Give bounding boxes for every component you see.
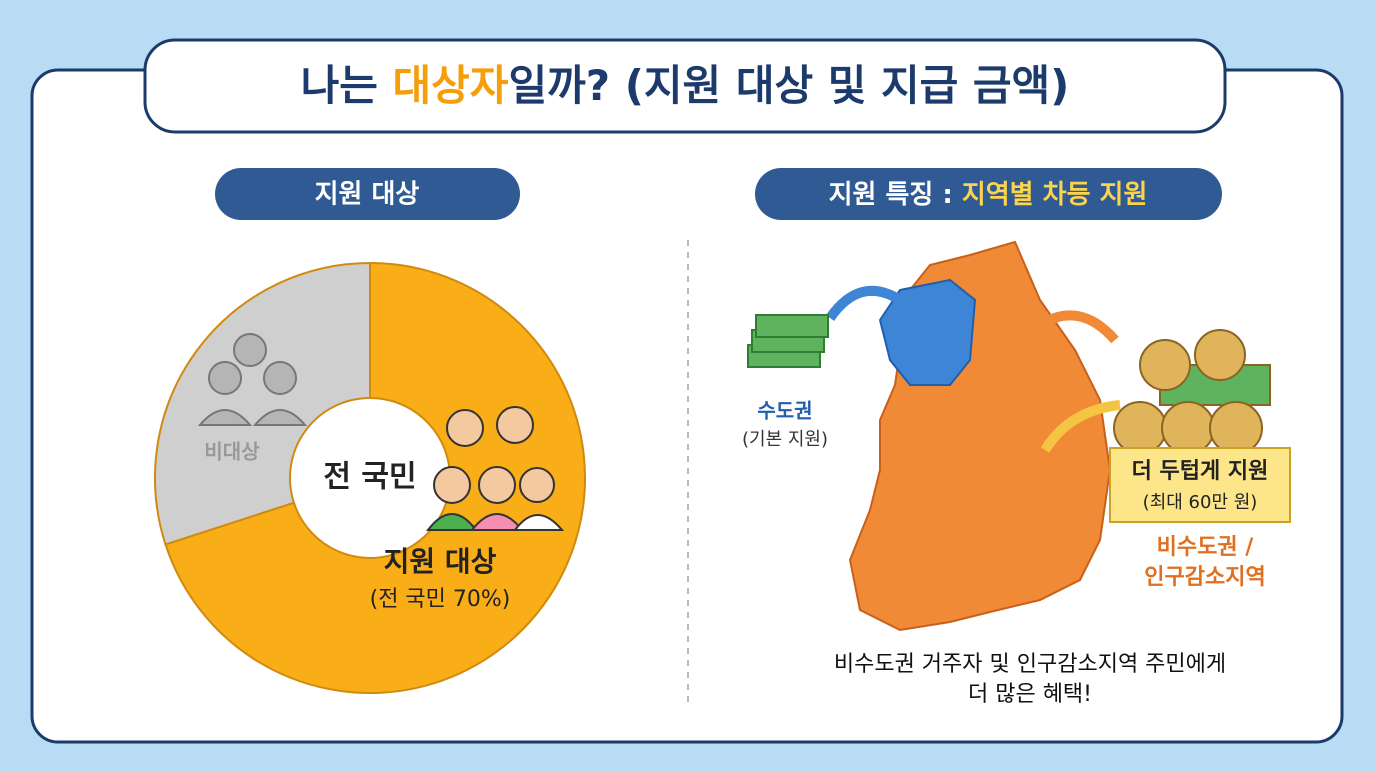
section-pill <box>215 168 520 220</box>
section-title-part: 지원 특징 : <box>829 180 962 210</box>
banner-title: 더 두텁게 지원 <box>1132 459 1269 484</box>
footer-text: 비수도권 거주자 및 인구감소지역 주민에게 <box>834 652 1226 677</box>
arrow-orange <box>1037 310 1119 344</box>
title-part: 일까? (지원 대상 및 지급 금액) <box>508 61 1069 110</box>
arrow-blue <box>825 285 903 321</box>
section-title: 지원 특징 : 지역별 차등 지원 <box>829 180 1148 210</box>
footer-text: 더 많은 혜택! <box>968 682 1092 707</box>
region-label: 비수도권 / <box>1157 535 1255 560</box>
people-color <box>425 406 565 531</box>
map-capital <box>878 278 977 386</box>
banner-note: (최대 60만 원) <box>1143 492 1258 513</box>
money-bags <box>1113 329 1271 455</box>
people-gray <box>197 333 308 426</box>
capital-label: 수도권 <box>757 399 812 423</box>
title-pill <box>143 38 1227 134</box>
donut-chart <box>154 261 586 694</box>
title-part: 나는 <box>301 61 393 110</box>
arrow-yellow <box>1040 400 1121 453</box>
title: 나는 대상자일까? (지원 대상 및 지급 금액) <box>301 61 1070 110</box>
section-title: 지원 대상 <box>315 180 420 210</box>
slice-label: 지원 대상 <box>384 545 497 578</box>
money-stack <box>747 314 829 368</box>
section-pill <box>755 168 1222 220</box>
title-highlight: 대상자 <box>393 61 509 110</box>
section-highlight: 지역별 차등 지원 <box>962 180 1148 210</box>
capital-note: (기본 지원) <box>742 429 828 450</box>
slice-value-label: (전 국민 70%) <box>370 587 511 612</box>
donut-slice <box>154 261 371 546</box>
center-label: 전 국민 <box>323 460 416 495</box>
slice-label: 비대상 <box>204 440 260 464</box>
banner <box>1109 447 1291 523</box>
region-label: 인구감소지역 <box>1144 565 1265 590</box>
